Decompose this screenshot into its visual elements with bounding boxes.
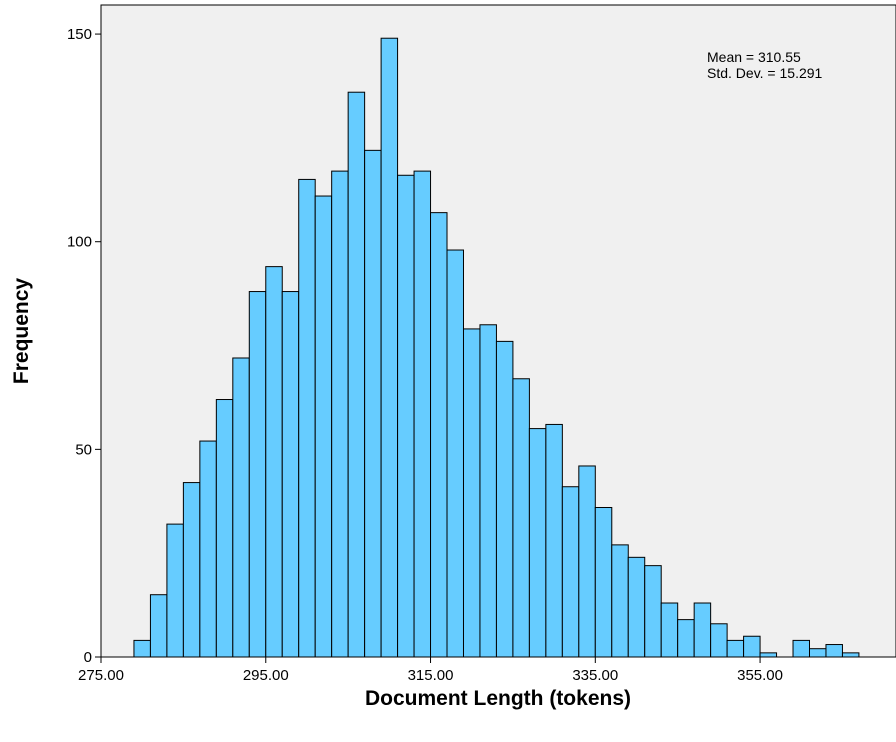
histogram-bar xyxy=(248,291,267,658)
y-axis: 0 50 100 150 xyxy=(67,26,101,666)
histogram-bar xyxy=(215,399,234,658)
histogram-bar xyxy=(644,565,662,658)
histogram-bar xyxy=(281,291,300,658)
histogram-bar xyxy=(347,91,366,658)
histogram-bar xyxy=(199,440,217,658)
stats-std-dev: Std. Dev. = 15.291 xyxy=(707,65,823,81)
histogram-bar xyxy=(841,652,860,658)
histogram-bar xyxy=(462,328,481,658)
histogram-bar xyxy=(182,482,201,658)
histogram-bar xyxy=(660,602,679,658)
y-tick-label: 0 xyxy=(84,649,92,666)
histogram-bar xyxy=(578,465,596,658)
x-tick-label: 315.00 xyxy=(408,667,454,684)
bars-group xyxy=(133,37,860,658)
histogram-bar xyxy=(446,249,464,658)
histogram-bar xyxy=(380,37,399,658)
histogram-bar xyxy=(413,170,432,658)
histogram-bar xyxy=(364,149,382,658)
histogram-bar xyxy=(430,212,448,658)
histogram-bar xyxy=(743,635,761,658)
histogram-bar xyxy=(726,639,745,658)
x-tick-label: 355.00 xyxy=(737,667,783,684)
y-tick-label: 150 xyxy=(67,26,92,43)
histogram-bar xyxy=(528,428,547,658)
histogram-bar xyxy=(314,195,333,658)
histogram-bar xyxy=(397,174,415,658)
histogram-bar xyxy=(561,486,580,658)
x-tick-label: 335.00 xyxy=(572,667,618,684)
histogram-bar xyxy=(627,556,646,658)
histogram-bar xyxy=(792,639,811,658)
y-tick-label: 50 xyxy=(75,441,92,458)
histogram-bar xyxy=(710,623,728,658)
stats-mean: Mean = 310.55 xyxy=(707,49,801,65)
histogram-bar xyxy=(809,648,827,658)
histogram-bar xyxy=(825,644,843,658)
x-tick-label: 275.00 xyxy=(78,667,124,684)
histogram-bar xyxy=(693,602,712,658)
histogram-bar xyxy=(495,340,514,658)
x-axis-title: Document Length (tokens) xyxy=(365,687,631,710)
histogram-bar xyxy=(479,324,497,658)
histogram-bar xyxy=(594,507,613,658)
x-tick-label: 295.00 xyxy=(243,667,289,684)
histogram-bar xyxy=(677,619,695,658)
histogram-bar xyxy=(545,423,563,658)
histogram-bar xyxy=(265,266,283,658)
y-axis-title: Frequency xyxy=(10,278,33,385)
x-axis: 275.00 295.00 315.00 335.00 355.00 xyxy=(78,657,783,684)
histogram-bar xyxy=(331,170,349,658)
histogram-bar xyxy=(298,178,316,658)
histogram-bar xyxy=(149,594,168,658)
histogram-bar xyxy=(133,639,151,658)
histogram-bar xyxy=(232,357,250,658)
histogram-bar xyxy=(759,652,778,658)
histogram-bar xyxy=(166,523,184,658)
histogram-bar xyxy=(611,544,629,658)
histogram-bar xyxy=(512,378,530,658)
y-tick-label: 100 xyxy=(67,234,92,251)
